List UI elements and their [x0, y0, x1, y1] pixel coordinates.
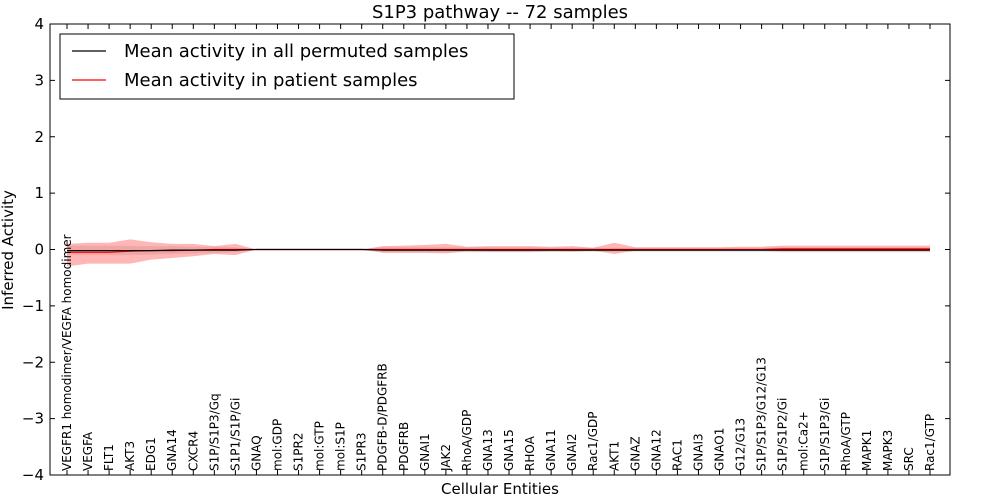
- x-tick-label: GNAI2: [565, 433, 579, 471]
- x-tick-label: GNA15: [502, 429, 516, 471]
- x-axis: VEGFR1 homodimer/VEGFA homodimer VEGFA FLT…: [60, 24, 937, 475]
- x-tick-label: S1P1/S1P/Gi: [228, 398, 242, 471]
- x-tick-label: GNAO1: [713, 428, 727, 471]
- y-tick-label: 3: [34, 71, 44, 89]
- legend: Mean activity in all permuted samples Me…: [59, 33, 515, 100]
- y-tick-label: 0: [34, 241, 44, 259]
- chart-title: S1P3 pathway -- 72 samples: [372, 2, 628, 23]
- y-tick-label: −1: [22, 297, 44, 315]
- x-tick-label: PDGFRB: [397, 422, 411, 471]
- x-tick-label: S1PR2: [292, 433, 306, 471]
- x-tick-label: SRC: [902, 447, 916, 471]
- x-tick-label: FLT1: [102, 444, 116, 471]
- x-tick-label: Rac1/GDP: [586, 412, 600, 471]
- x-tick-label: S1P/S1P3/Gq: [207, 393, 221, 471]
- x-tick-label: S1P/S1P3/G12/G13: [755, 357, 769, 471]
- x-tick-label: GNAI3: [691, 433, 705, 471]
- x-tick-label: AKT1: [607, 441, 621, 471]
- y-tick-label: −3: [22, 410, 44, 428]
- legend-box: [59, 33, 515, 100]
- x-tick-label: JAK2: [439, 444, 453, 472]
- legend-label-permuted: Mean activity in all permuted samples: [124, 41, 468, 62]
- x-tick-label: mol:S1P: [334, 422, 348, 471]
- x-tick-label: EDG1: [144, 437, 158, 471]
- x-tick-label: VEGFA: [81, 431, 95, 471]
- y-tick-label: −4: [22, 466, 44, 484]
- series-lines: [67, 248, 930, 253]
- x-tick-label: mol:GDP: [270, 419, 284, 471]
- x-tick-label: GNAI1: [418, 433, 432, 471]
- x-tick-label: MAPK3: [881, 430, 895, 471]
- y-tick-label: −2: [22, 353, 44, 371]
- x-tick-label: S1PR3: [355, 433, 369, 471]
- band-series-1: [67, 239, 930, 267]
- x-tick-label: mol:Ca2+: [797, 411, 811, 471]
- y-tick-label: 2: [34, 128, 44, 146]
- x-tick-label: GNA11: [544, 429, 558, 471]
- line-series-0: [67, 248, 930, 252]
- y-tick-label: 1: [34, 184, 44, 202]
- x-tick-label: VEGFR1 homodimer/VEGFA homodimer: [60, 234, 74, 471]
- x-tick-label: RhoA/GDP: [460, 410, 474, 471]
- x-tick-label: MAPK1: [860, 430, 874, 471]
- x-tick-label: G12/G13: [734, 418, 748, 471]
- x-tick-label: GNAZ: [628, 436, 642, 471]
- x-tick-label: GNA13: [481, 429, 495, 471]
- x-tick-label: S1P/S1P3/Gi: [818, 398, 832, 471]
- x-tick-label: Rac1/GTP: [923, 414, 937, 471]
- y-axis: 4 3 2 1 0 −1 −2 −3 −4: [22, 15, 950, 484]
- x-tick-label: AKT3: [123, 441, 137, 471]
- x-tick-label: mol:GTP: [313, 421, 327, 471]
- y-axis-label: Inferred Activity: [0, 190, 17, 310]
- x-tick-label: RhoA/GTP: [839, 412, 853, 471]
- y-tick-label: 4: [34, 15, 44, 33]
- x-tick-label: CXCR4: [186, 431, 200, 471]
- x-tick-label: GNAQ: [249, 435, 263, 471]
- x-tick-label: GNA12: [649, 429, 663, 471]
- legend-label-patient: Mean activity in patient samples: [124, 70, 418, 91]
- x-axis-label: Cellular Entities: [441, 480, 559, 498]
- x-tick-label: PDGFB-D/PDGFRB: [376, 363, 390, 471]
- x-tick-label: S1P/S1P2/Gi: [776, 398, 790, 471]
- x-tick-label: RHOA: [523, 435, 537, 471]
- x-tick-label: RAC1: [670, 439, 684, 471]
- x-tick-label: GNA14: [165, 429, 179, 471]
